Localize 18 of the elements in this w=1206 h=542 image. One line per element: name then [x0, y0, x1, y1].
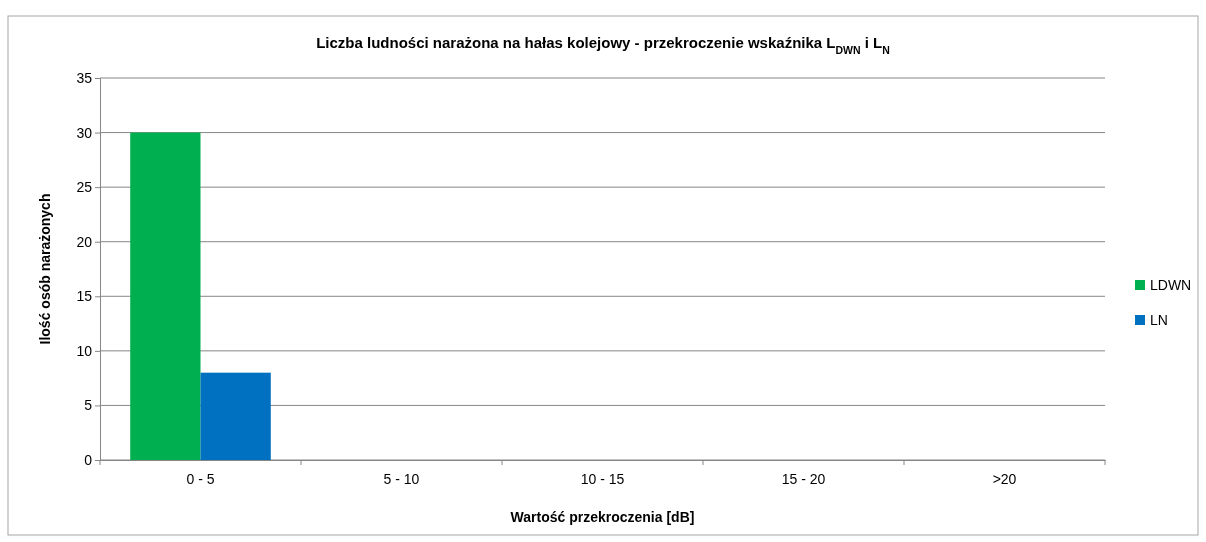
y-tick-label: 20	[76, 233, 93, 250]
y-tick-label: 0	[84, 451, 93, 468]
y-tick-label: 10	[76, 342, 93, 359]
y-tick-label: 25	[76, 179, 93, 196]
x-tick-label: 5 - 10	[383, 470, 420, 487]
legend-label: LN	[1150, 312, 1168, 328]
x-tick-label: 0 - 5	[186, 470, 215, 487]
x-axis-title: Wartość przekroczenia [dB]	[510, 509, 695, 525]
y-tick-label: 35	[76, 69, 93, 86]
y-tick-label: 5	[84, 397, 93, 414]
y-tick-label: 30	[76, 124, 93, 141]
y-axis-title: Ilość osób narażonych	[37, 193, 53, 345]
legend-label: LDWN	[1150, 277, 1192, 293]
x-tick-label: 10 - 15	[580, 470, 625, 487]
x-tick-label: 15 - 20	[781, 470, 826, 487]
y-tick-label: 15	[76, 288, 93, 305]
x-tick-label: >20	[992, 470, 1017, 487]
chart-title: Liczba ludności narażona na hałas kolejowy - przekroczenie wskaźnika L$_{DWN}$ i L$_{N}$	[316, 34, 890, 56]
